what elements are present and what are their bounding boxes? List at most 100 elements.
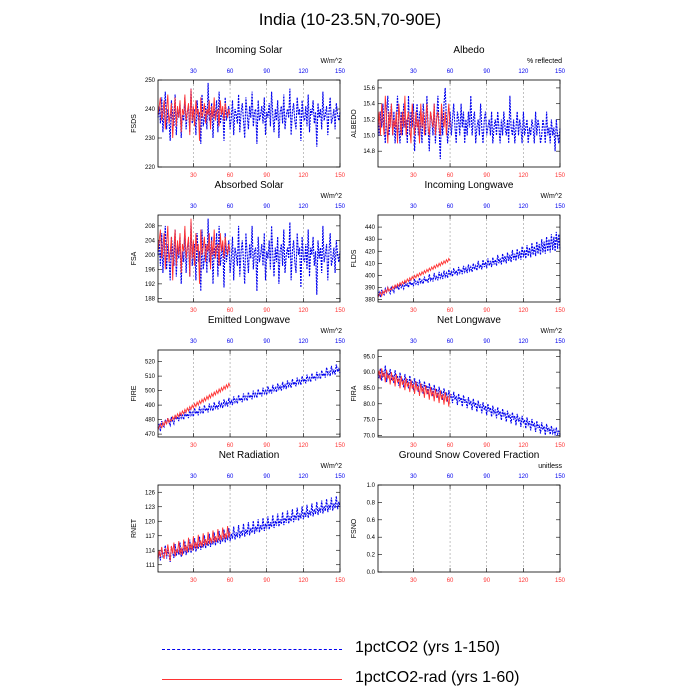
y-tick-label-fira: 95.0 bbox=[363, 354, 375, 360]
x-tick-top-label-albedo: 120 bbox=[518, 69, 529, 75]
y-tick-label-fsno: 0.4 bbox=[367, 535, 376, 541]
x-tick-top-label-fsa: 30 bbox=[190, 204, 197, 210]
legend-label-1pctco2-rad: 1pctCO2-rad (yrs 1-60) bbox=[355, 669, 520, 686]
units-label-rnet: W/m^2 bbox=[320, 463, 342, 470]
y-tick-label-fira: 90.0 bbox=[363, 370, 375, 376]
x-tick-label-fsds: 60 bbox=[227, 173, 234, 179]
y-tick-label-rnet: 120 bbox=[145, 519, 156, 525]
x-tick-top-label-fire: 90 bbox=[263, 339, 270, 345]
x-tick-label-fsno: 150 bbox=[555, 578, 566, 584]
x-tick-top-label-albedo: 90 bbox=[483, 69, 490, 75]
series-line-1pctco2-rad-fire bbox=[157, 382, 231, 430]
x-tick-top-label-flds: 120 bbox=[518, 204, 529, 210]
x-tick-label-fsno: 30 bbox=[410, 578, 417, 584]
plot-frame-fsa bbox=[157, 214, 341, 303]
x-tick-top-label-fsds: 30 bbox=[190, 69, 197, 75]
legend-item-1pctco2: 1pctCO2 (yrs 1-150) bbox=[150, 638, 650, 662]
x-tick-top-label-flds: 60 bbox=[447, 204, 454, 210]
x-tick-label-rnet: 30 bbox=[190, 578, 197, 584]
x-tick-top-label-fira: 150 bbox=[555, 339, 566, 345]
x-tick-label-fire: 120 bbox=[298, 443, 309, 449]
x-tick-top-label-rnet: 120 bbox=[298, 474, 309, 480]
x-tick-label-fire: 60 bbox=[227, 443, 234, 449]
y-tick-label-flds: 380 bbox=[365, 298, 376, 304]
y-tick-label-fire: 490 bbox=[145, 403, 156, 409]
x-tick-top-label-fsds: 120 bbox=[298, 69, 309, 75]
x-tick-top-label-fira: 120 bbox=[518, 339, 529, 345]
x-tick-label-fsa: 120 bbox=[298, 308, 309, 314]
y-tick-label-fsa: 192 bbox=[145, 282, 156, 288]
legend-swatch-dashed bbox=[162, 649, 342, 650]
x-tick-top-label-fire: 30 bbox=[190, 339, 197, 345]
y-tick-label-fsno: 0.8 bbox=[367, 500, 376, 506]
x-tick-label-fsds: 30 bbox=[190, 173, 197, 179]
x-tick-label-fira: 150 bbox=[555, 443, 566, 449]
y-axis-label-fsa: FSA bbox=[131, 251, 138, 265]
x-tick-top-label-fsa: 60 bbox=[227, 204, 234, 210]
plot-frame-fire bbox=[157, 349, 341, 438]
x-tick-top-label-fira: 30 bbox=[410, 339, 417, 345]
x-tick-top-label-fsno: 30 bbox=[410, 474, 417, 480]
x-tick-label-fsno: 90 bbox=[483, 578, 490, 584]
x-tick-top-label-fira: 90 bbox=[483, 339, 490, 345]
x-tick-label-flds: 120 bbox=[518, 308, 529, 314]
legend-label-1pctco2: 1pctCO2 (yrs 1-150) bbox=[355, 639, 500, 656]
y-tick-label-fira: 75.0 bbox=[363, 418, 375, 424]
series-line-1pctco2-fire bbox=[157, 364, 341, 432]
y-tick-label-fsno: 1.0 bbox=[367, 483, 376, 489]
panel-title-albedo: Albedo bbox=[453, 45, 485, 56]
units-label-fsds: W/m^2 bbox=[320, 58, 342, 65]
x-tick-top-label-fsno: 150 bbox=[555, 474, 566, 480]
series-line-1pctco2-rad-fira bbox=[377, 368, 451, 407]
y-tick-label-fsds: 240 bbox=[145, 107, 156, 113]
y-tick-label-fsa: 188 bbox=[145, 296, 156, 302]
x-tick-top-label-flds: 30 bbox=[410, 204, 417, 210]
legend-swatch-solid bbox=[162, 679, 342, 680]
x-tick-label-albedo: 120 bbox=[518, 173, 529, 179]
y-tick-label-fire: 470 bbox=[145, 432, 156, 438]
y-tick-label-fire: 520 bbox=[145, 360, 156, 366]
y-tick-label-rnet: 123 bbox=[145, 505, 156, 511]
x-tick-label-albedo: 30 bbox=[410, 173, 417, 179]
x-tick-label-fsa: 150 bbox=[335, 308, 346, 314]
x-tick-top-label-fsds: 150 bbox=[335, 69, 346, 75]
x-tick-label-rnet: 60 bbox=[227, 578, 234, 584]
x-tick-top-label-rnet: 60 bbox=[227, 474, 234, 480]
x-tick-top-label-fsa: 90 bbox=[263, 204, 270, 210]
y-tick-label-fsa: 200 bbox=[145, 253, 156, 259]
x-tick-top-label-fire: 60 bbox=[227, 339, 234, 345]
y-tick-label-fira: 85.0 bbox=[363, 386, 375, 392]
y-tick-label-flds: 390 bbox=[365, 286, 376, 292]
x-tick-label-fsa: 60 bbox=[227, 308, 234, 314]
x-tick-label-fsds: 120 bbox=[298, 173, 309, 179]
x-tick-label-flds: 60 bbox=[447, 308, 454, 314]
x-tick-label-fira: 30 bbox=[410, 443, 417, 449]
y-tick-label-flds: 420 bbox=[365, 249, 376, 255]
units-label-fsa: W/m^2 bbox=[320, 193, 342, 200]
y-tick-label-fsno: 0.6 bbox=[367, 518, 376, 524]
x-tick-label-fsa: 90 bbox=[263, 308, 270, 314]
units-label-albedo: % reflected bbox=[527, 58, 562, 65]
x-tick-label-albedo: 90 bbox=[483, 173, 490, 179]
y-tick-label-fire: 500 bbox=[145, 389, 156, 395]
series-line-1pctco2-rad-fsa bbox=[157, 218, 231, 284]
plot-frame-flds bbox=[377, 214, 561, 303]
legend-item-1pctco2-rad: 1pctCO2-rad (yrs 1-60) bbox=[150, 668, 650, 692]
x-tick-top-label-rnet: 90 bbox=[263, 474, 270, 480]
x-tick-label-fire: 90 bbox=[263, 443, 270, 449]
x-tick-label-rnet: 150 bbox=[335, 578, 346, 584]
x-tick-label-fsno: 60 bbox=[447, 578, 454, 584]
y-tick-label-fsno: 0.0 bbox=[367, 570, 376, 576]
y-axis-label-fsds: FSDS bbox=[131, 114, 138, 133]
x-tick-top-label-albedo: 150 bbox=[555, 69, 566, 75]
plot-frame-fsds bbox=[157, 79, 341, 168]
units-label-fire: W/m^2 bbox=[320, 328, 342, 335]
x-tick-label-fira: 90 bbox=[483, 443, 490, 449]
x-tick-top-label-flds: 150 bbox=[555, 204, 566, 210]
x-tick-top-label-rnet: 150 bbox=[335, 474, 346, 480]
x-tick-label-albedo: 60 bbox=[447, 173, 454, 179]
legend: 1pctCO2 (yrs 1-150) 1pctCO2-rad (yrs 1-6… bbox=[150, 630, 650, 690]
x-tick-top-label-fire: 150 bbox=[335, 339, 346, 345]
x-tick-top-label-fire: 120 bbox=[298, 339, 309, 345]
y-tick-label-fsa: 208 bbox=[145, 224, 156, 230]
